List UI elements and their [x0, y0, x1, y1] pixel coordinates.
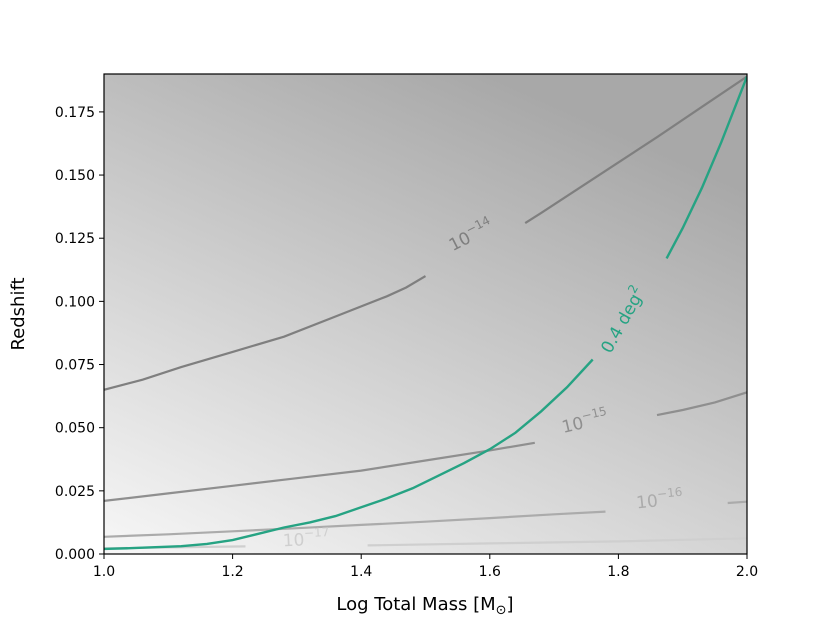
- contour-label-1: 10−15: [559, 404, 610, 438]
- x-tick-label: 1.4: [350, 564, 372, 580]
- x-axis-label-sub: ⊙: [496, 603, 507, 618]
- y-tick-label: 0.050: [55, 421, 95, 437]
- contour-line-2: [727, 500, 747, 505]
- x-tick-label: 1.6: [479, 564, 501, 580]
- y-tick-label: 0.150: [55, 168, 95, 184]
- contour-line-3: [367, 537, 747, 547]
- highlight-contour-line: [665, 76, 747, 259]
- plot-frame: [103, 73, 748, 555]
- y-tick-label: 0.175: [55, 105, 95, 121]
- highlight-contour: [104, 76, 747, 551]
- contour-line-1: [104, 441, 535, 502]
- x-axis-label-main: Log Total Mass [M: [336, 594, 495, 615]
- y-tick-label: 0.075: [55, 358, 95, 374]
- contour-line-0: [524, 75, 747, 225]
- contour-lines: [104, 75, 747, 550]
- y-axis-ticks: 0.000 0.025 0.050 0.075 0.100 0.125 0.150 0.175: [55, 105, 104, 563]
- y-axis-label: Redshift: [8, 277, 29, 350]
- y-tick-label: 0.100: [55, 294, 95, 310]
- contour-line-2: [104, 510, 606, 538]
- x-axis-ticks: 1.0 1.2 1.4 1.6 1.8 2.0: [93, 554, 758, 580]
- y-tick-label: 0.000: [55, 547, 95, 563]
- contour-label-3: 10−17: [282, 525, 330, 551]
- contour-line-0: [104, 275, 427, 391]
- x-tick-label: 1.0: [93, 564, 115, 580]
- contour-label-2: 10−16: [635, 485, 684, 514]
- x-tick-label: 1.2: [221, 564, 243, 580]
- highlight-contour-line: [104, 358, 594, 551]
- x-tick-label: 1.8: [607, 564, 629, 580]
- y-tick-label: 0.025: [55, 484, 95, 500]
- y-tick-label: 0.125: [55, 231, 95, 247]
- x-axis-label: Log Total Mass [M⊙]: [336, 594, 513, 618]
- x-tick-label: 2.0: [736, 564, 758, 580]
- contour-line-1: [656, 391, 747, 417]
- plot-background: [104, 74, 747, 554]
- x-axis-label-end: ]: [507, 594, 514, 615]
